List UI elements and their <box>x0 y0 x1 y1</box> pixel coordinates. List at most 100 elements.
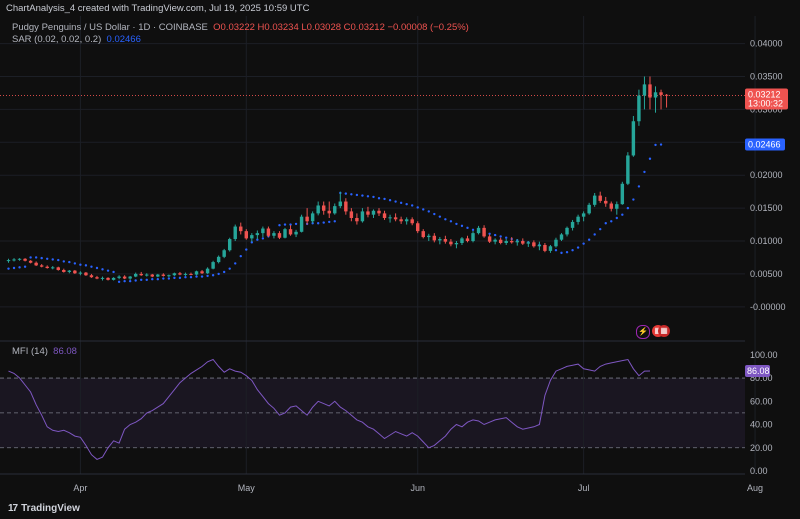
candle-body <box>604 200 608 204</box>
candle <box>244 229 249 240</box>
time-tick-label: May <box>238 483 256 493</box>
sar-value: 0.02466 <box>106 34 141 45</box>
sar-point <box>200 275 204 278</box>
sar-point <box>217 272 220 276</box>
candle-body <box>410 219 414 224</box>
sar-point <box>79 263 82 266</box>
mfi-tag <box>745 364 770 377</box>
sar-point <box>593 233 596 236</box>
sar-point <box>565 251 569 254</box>
candle <box>620 181 625 205</box>
candle-body <box>637 95 641 122</box>
candle <box>122 275 127 280</box>
sar-point <box>449 220 453 223</box>
candle-body <box>12 259 16 261</box>
tradingview-mark-icon: 17 <box>8 503 18 514</box>
sar-legend-row[interactable]: SAR (0.02, 0.02, 0.2) 0.02466 <box>12 34 469 46</box>
candle <box>227 237 232 252</box>
sar-point <box>40 256 43 260</box>
mfi-axis[interactable]: 100.00 80.00 60.00 40.00 20.00 0.00 <box>750 350 778 476</box>
time-tick-label: Aug <box>747 483 763 493</box>
sar-point <box>377 197 381 200</box>
sar-point <box>582 242 585 245</box>
symbol-legend-row[interactable]: Pudgy Penguins / US Dollar · 1D · COINBA… <box>12 22 469 34</box>
candle <box>233 224 237 242</box>
candle <box>443 235 448 244</box>
sar-point <box>261 237 265 240</box>
candle <box>261 226 265 238</box>
sar-point <box>460 224 464 228</box>
candle <box>438 237 442 245</box>
candle-body <box>89 275 94 278</box>
sar-point <box>256 238 259 241</box>
sar-point <box>12 266 16 270</box>
lightning-icon[interactable]: ⚡ <box>636 325 650 339</box>
sar-point <box>637 185 641 188</box>
sar-point <box>162 277 165 280</box>
candle-body <box>216 256 221 263</box>
candle-body <box>554 239 558 247</box>
sar-point <box>493 233 497 237</box>
candle <box>465 235 470 243</box>
candle-body <box>664 94 669 96</box>
candle-body <box>570 221 575 228</box>
candle-body <box>255 233 260 236</box>
candle-body <box>288 229 293 235</box>
candle-body <box>310 213 315 222</box>
candle <box>631 115 636 157</box>
candle-body <box>73 270 77 274</box>
candle <box>167 274 171 278</box>
candle-body <box>28 260 33 263</box>
candle <box>239 222 243 235</box>
price-tick-label: 0.00500 <box>750 269 783 279</box>
candle-body <box>615 204 619 209</box>
sar-point <box>455 222 458 226</box>
candle-body <box>515 241 519 243</box>
candle <box>172 272 177 276</box>
mfi-legend[interactable]: MFI (14) 86.08 <box>12 346 77 357</box>
candle <box>648 76 652 110</box>
open-value: O0.03222 <box>213 22 255 33</box>
candle-body <box>449 241 453 245</box>
candle <box>23 258 27 262</box>
event-flag-icon[interactable]: ▦ <box>658 325 670 337</box>
last-price-tag <box>745 88 788 110</box>
candle-body <box>355 217 359 222</box>
price-axis[interactable]: 0.040000.035000.030000.025000.020000.015… <box>750 39 786 312</box>
sar-point <box>184 276 187 279</box>
sar-series <box>7 143 663 284</box>
candle-body <box>111 277 116 280</box>
candle <box>78 271 83 276</box>
candle-body <box>648 84 652 98</box>
candle <box>183 272 188 276</box>
candle <box>316 201 320 216</box>
candle <box>216 255 221 264</box>
candle-body <box>133 273 138 277</box>
export-header: ChartAnalysis_4 created with TradingView… <box>0 0 800 16</box>
sar-point <box>128 279 132 283</box>
chart-canvas[interactable]: 0.040000.035000.030000.025000.020000.015… <box>0 16 800 498</box>
candle <box>570 219 575 231</box>
candle-body <box>333 206 337 214</box>
candle-body <box>416 223 420 232</box>
candle-body <box>465 238 470 242</box>
sar-point <box>648 157 652 160</box>
candle <box>39 264 44 268</box>
sar-point <box>151 277 154 281</box>
time-axis[interactable]: Apr May Jun Jul Aug <box>73 483 763 493</box>
sar-point <box>394 200 397 203</box>
candle <box>498 237 503 245</box>
candle <box>642 76 647 110</box>
candle-body <box>23 258 27 261</box>
candle <box>382 210 387 220</box>
mfi-tick-label: 20.00 <box>750 443 773 453</box>
candle <box>189 272 193 276</box>
candle-body <box>167 275 171 277</box>
mfi-series <box>8 358 651 460</box>
candle <box>576 214 580 225</box>
candle <box>554 237 558 248</box>
tradingview-logo[interactable]: 17 TradingView <box>8 503 80 514</box>
candle <box>349 208 354 222</box>
candle-body <box>377 210 381 214</box>
sar-tag <box>745 138 785 151</box>
